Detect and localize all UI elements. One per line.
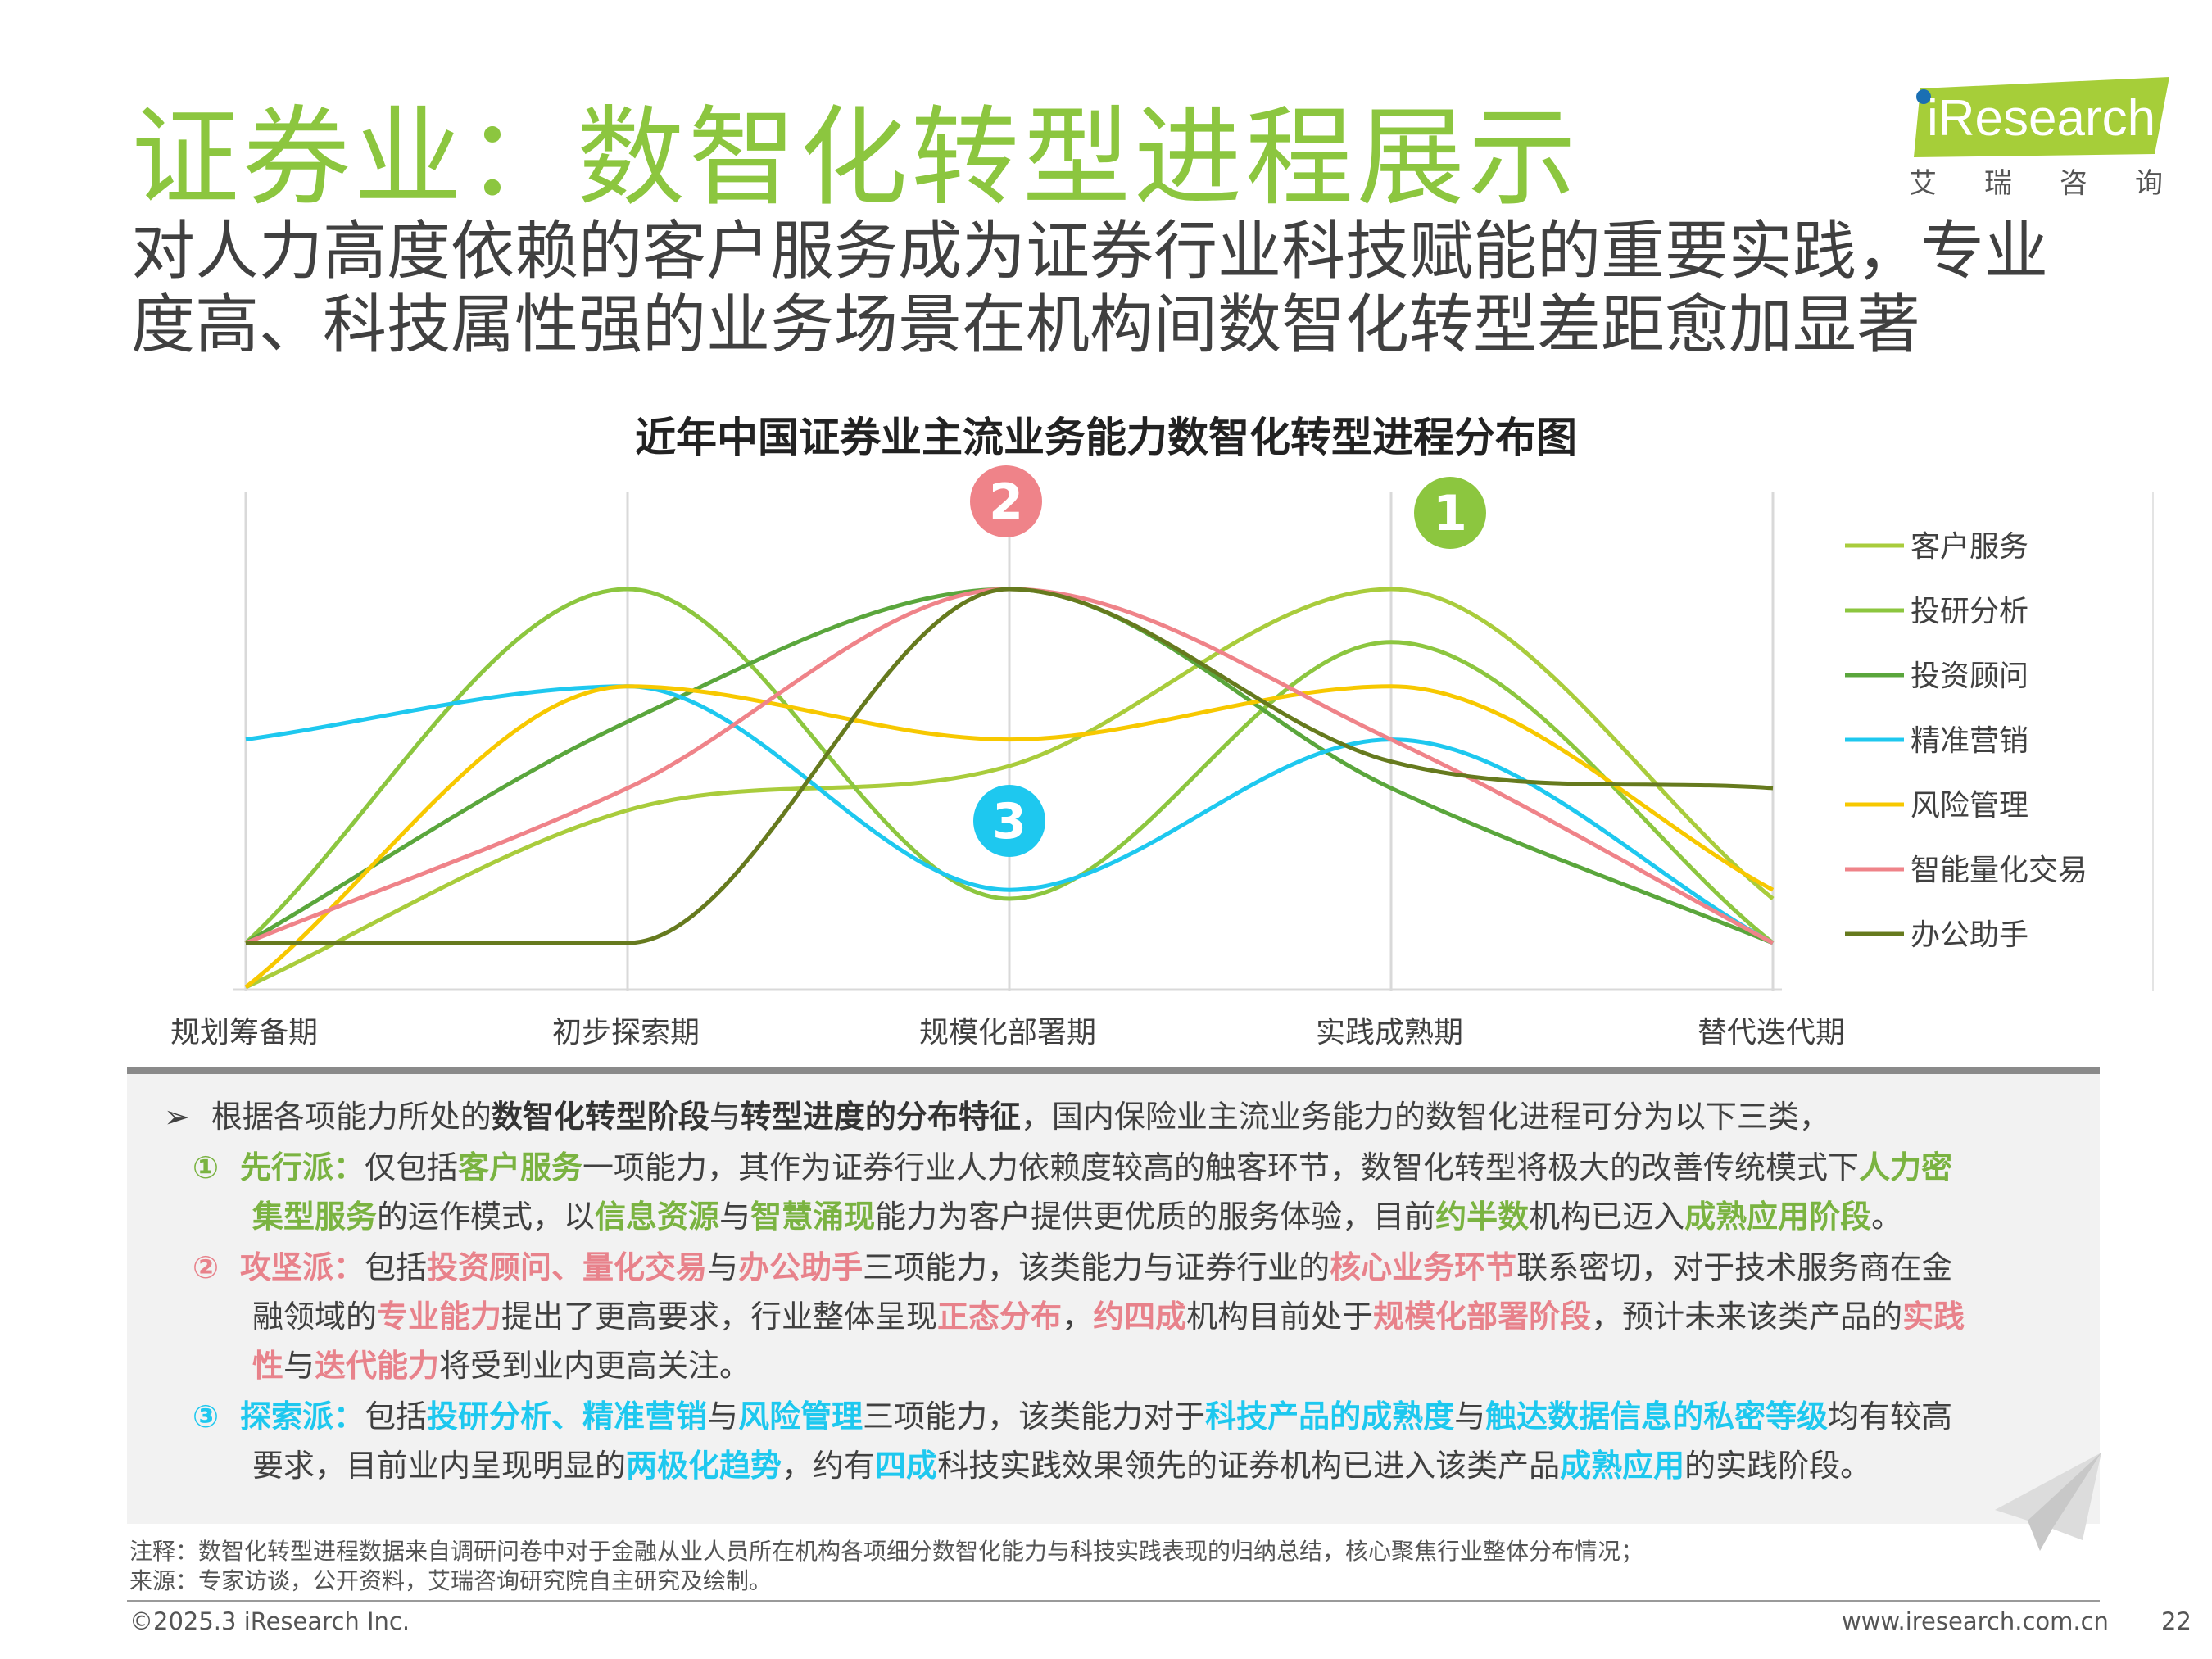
- iresearch-logo: iResearch 艾 瑞 咨 询: [1909, 72, 2179, 200]
- series-line: [245, 684, 1775, 945]
- x-tick-label: 替代迭代期: [1698, 1016, 1845, 1049]
- chart-title: 近年中国证券业主流业务能力数智化转型进程分布图: [635, 414, 1577, 461]
- annotation-badge: [970, 465, 1042, 537]
- chart-source: 来源：专家访谈，公开资料，艾瑞咨询研究院自主研究及绘制。: [129, 1567, 773, 1594]
- series-line: [246, 587, 1774, 945]
- annotation-number: 3: [992, 793, 1027, 850]
- logo-sub-char: 瑞: [1984, 167, 2012, 200]
- desc-p2-line3: 性与迭代能力将受到业内更高关注。: [252, 1348, 751, 1384]
- desc-p1-line1: ① 先行派：仅包括客户服务一项能力，其作为证券行业人力依赖度较高的触客环节，数智化…: [193, 1149, 1953, 1185]
- desc-p3-line1: ③ 探索派：包括投研分析、精准营销与风险管理三项能力，该类能力对于科技产品的成熟度…: [193, 1398, 1953, 1435]
- x-tick-label: 实践成熟期: [1316, 1016, 1463, 1049]
- annotation-number: 2: [989, 474, 1023, 531]
- desc-p2-line2: 融领域的专业能力提出了更高要求，行业整体呈现正态分布，约四成机构目前处于规模化部…: [252, 1299, 1965, 1335]
- legend-label: 风险管理: [1911, 789, 2028, 823]
- series-line: [244, 587, 1775, 945]
- x-tick-label: 规模化部署期: [919, 1016, 1096, 1049]
- page-number: 22: [2161, 1607, 2192, 1635]
- legend-label: 客户服务: [1911, 530, 2028, 564]
- desc-p1-line2: 集型服务的运作模式，以信息资源与智慧涌现能力为客户提供更优质的服务体验，目前约半…: [252, 1199, 1903, 1235]
- legend-label: 投研分析: [1911, 595, 2028, 628]
- paper-plane-icon: [1995, 1453, 2101, 1551]
- annotation-badge: [973, 785, 1045, 857]
- logo-subtext: 艾 瑞 咨 询: [1909, 161, 2163, 201]
- footer-copyright: ©2025.3 iResearch Inc.: [129, 1607, 410, 1635]
- desc-intro: ➢ 根据各项能力所处的数智化转型阶段与转型进度的分布特征，国内保险业主流业务能力的…: [164, 1099, 1830, 1135]
- footer-divider: [127, 1600, 2100, 1602]
- desc-p3-line2: 要求，目前业内呈现明显的两极化趋势，约有四成科技实践效果领先的证券机构已进入该类…: [252, 1448, 1872, 1484]
- series-line: [244, 684, 1775, 989]
- bullet-arrow-icon: ➢: [164, 1099, 190, 1135]
- logo-sub-char: 询: [2135, 167, 2163, 200]
- logo-text: iResearch: [1927, 90, 2156, 147]
- series-line: [244, 587, 1775, 990]
- annotation-number: 1: [1433, 485, 1467, 542]
- page-subtitle: 对人力高度依赖的客户服务成为证券行业科技赋能的重要实践，专业度高、科技属性强的业…: [131, 215, 2049, 362]
- description-panel: ➢ 根据各项能力所处的数智化转型阶段与转型进度的分布特征，国内保险业主流业务能力的…: [127, 1074, 2100, 1524]
- x-tick-label: 规划筹备期: [170, 1016, 318, 1049]
- legend-label: 智能量化交易: [1911, 854, 2087, 887]
- logo-sub-char: 艾: [1909, 167, 1937, 200]
- logo-banner-icon: [1914, 77, 2169, 157]
- annotation-badge: [1414, 477, 1486, 549]
- chart-area: 规划筹备期 初步探索期 规模化部署期 实践成熟期 替代迭代期 客户服务投研分析投资顾问精准…: [170, 465, 2154, 1049]
- logo-sub-char: 咨: [2060, 167, 2087, 200]
- chart-note: 注释：数智化转型进程数据来自调研问卷中对于金融从业人员所在机构各项细分数智化能力…: [129, 1538, 1644, 1565]
- footer-url: www.iresearch.com.cn: [1842, 1607, 2109, 1635]
- x-tick-label: 初步探索期: [552, 1016, 700, 1049]
- page-title: 证券业：数智化转型进程展示: [131, 95, 1580, 221]
- legend-label: 投资顾问: [1911, 660, 2028, 693]
- desc-p2-line1: ② 攻坚派：包括投资顾问、量化交易与办公助手三项能力，该类能力与证券行业的核心业务…: [193, 1249, 1953, 1285]
- legend-label: 精准营销: [1911, 724, 2028, 758]
- legend-label: 办公助手: [1911, 918, 2028, 952]
- section-divider: [127, 1067, 2100, 1074]
